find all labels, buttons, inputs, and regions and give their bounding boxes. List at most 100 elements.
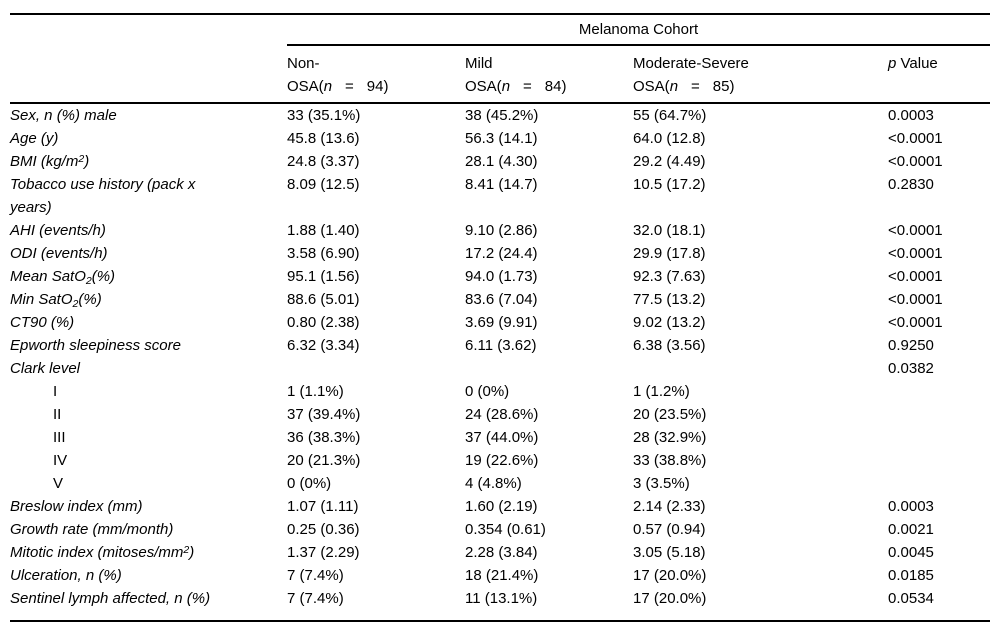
row-label-cell: BMI (kg/m2) bbox=[10, 153, 90, 170]
non-osa-value-cell: 95.1 (1.56) bbox=[287, 268, 360, 285]
n-symbol: n bbox=[323, 78, 333, 95]
non-osa-value-cell: 1.07 (1.11) bbox=[287, 498, 359, 515]
table-row: Sentinel lymph affected, n (%) 7 (7.4%) 11… bbox=[10, 587, 990, 610]
sample-count: 85) bbox=[712, 78, 735, 95]
p-value-cell: 0.9250 bbox=[888, 337, 934, 354]
table-row: Mitotic index (mitoses/mm2) 1.37 (2.29) 2.… bbox=[10, 541, 990, 564]
p-value-cell: <0.0001 bbox=[888, 314, 943, 331]
table-row: Min SatO2(%) 88.6 (5.01) 83.6 (7.04) 77.5 (… bbox=[10, 288, 990, 311]
row-label-cell: Breslow index (mm) bbox=[10, 498, 143, 515]
p-value-cell: <0.0001 bbox=[888, 153, 943, 170]
moderate-severe-value-cell: 17 (20.0%) bbox=[633, 567, 707, 584]
moderate-severe-value-cell: 92.3 (7.63) bbox=[633, 268, 706, 285]
moderate-severe-value-cell: 3.05 (5.18) bbox=[633, 544, 706, 561]
non-osa-value-cell: 1.88 (1.40) bbox=[287, 222, 360, 239]
moderate-severe-value-cell: 9.02 (13.2) bbox=[633, 314, 706, 331]
non-osa-value-cell: 6.32 (3.34) bbox=[287, 337, 360, 354]
table-row: I 1 (1.1%) 0 (0%) 1 (1.2%) bbox=[10, 380, 990, 403]
mild-osa-value-cell: 0.354 (0.61) bbox=[465, 521, 546, 538]
non-osa-value-cell: 37 (39.4%) bbox=[287, 406, 361, 423]
p-value-cell: 0.0003 bbox=[888, 498, 934, 515]
moderate-severe-value-cell: 3 (3.5%) bbox=[633, 475, 690, 492]
non-osa-value-cell: 33 (35.1%) bbox=[287, 107, 361, 124]
bottom-spacer-row bbox=[10, 610, 990, 621]
row-label-cell: ODI (events/h) bbox=[10, 245, 108, 262]
table-row: Ulceration, n (%) 7 (7.4%) 18 (21.4%) 17 (2… bbox=[10, 564, 990, 587]
p-value-cell: 0.0021 bbox=[888, 521, 934, 538]
p-value-cell bbox=[888, 472, 990, 495]
mild-osa-value-cell: 4 (4.8%) bbox=[465, 475, 522, 492]
p-value-cell bbox=[888, 403, 990, 426]
table-body: Sex, n (%) male 33 (35.1%) 38 (45.2%) 55 (6… bbox=[10, 103, 990, 610]
mild-osa-value-cell: 28.1 (4.30) bbox=[465, 153, 538, 170]
row-label-cell: Mean SatO2(%) bbox=[10, 268, 116, 287]
p-header-rest: Value bbox=[900, 55, 938, 72]
non-osa-value-cell: 0.80 (2.38) bbox=[287, 314, 360, 331]
table-row: CT90 (%) 0.80 (2.38) 3.69 (9.91) 9.02 (13.2… bbox=[10, 311, 990, 334]
table-header: Melanoma Cohort Non- OSA(n = 94) Mild OSA(… bbox=[10, 14, 991, 104]
non-osa-value-cell: 0.25 (0.36) bbox=[287, 521, 360, 538]
p-value-cell: 0.0185 bbox=[888, 567, 934, 584]
mild-osa-value-cell: 6.11 (3.62) bbox=[465, 337, 537, 354]
non-osa-value-cell: 1.37 (2.29) bbox=[287, 544, 360, 561]
row-label-cell: Sex, n (%) male bbox=[10, 107, 117, 124]
mild-osa-value-cell: 2.28 (3.84) bbox=[465, 544, 538, 561]
table-row: V 0 (0%) 4 (4.8%) 3 (3.5%) bbox=[10, 472, 990, 495]
equals-sign: = bbox=[345, 78, 354, 95]
mild-osa-value-cell: 0 (0%) bbox=[465, 383, 510, 400]
moderate-severe-value-cell: 2.14 (2.33) bbox=[633, 498, 706, 515]
non-osa-value-cell: 45.8 (13.6) bbox=[287, 130, 360, 147]
p-symbol: p bbox=[888, 55, 897, 72]
mild-osa-value-cell: 9.10 (2.86) bbox=[465, 222, 538, 239]
sample-count: 84) bbox=[544, 78, 567, 95]
row-label-cell: Clark level bbox=[10, 360, 81, 377]
non-osa-value-cell: 20 (21.3%) bbox=[287, 452, 361, 469]
col-header-moderate-severe-osa: Moderate-Severe OSA(n = 85) bbox=[633, 45, 888, 104]
non-osa-value-cell bbox=[287, 357, 465, 380]
col-header-line1: Moderate-Severe bbox=[633, 55, 749, 72]
row-label-cell: Epworth sleepiness score bbox=[10, 337, 181, 354]
p-value-cell: <0.0001 bbox=[888, 130, 943, 147]
table-row: III 36 (38.3%) 37 (44.0%) 28 (32.9%) bbox=[10, 426, 990, 449]
p-value-cell: 0.0534 bbox=[888, 590, 934, 607]
non-osa-value-cell: 7 (7.4%) bbox=[287, 567, 344, 584]
row-label-cell: Min SatO2(%) bbox=[10, 291, 102, 310]
table-row: Clark level 0.0382 bbox=[10, 357, 990, 380]
non-osa-value-cell: 1 (1.1%) bbox=[287, 383, 344, 400]
mild-osa-value-cell: 83.6 (7.04) bbox=[465, 291, 538, 308]
moderate-severe-value-cell: 32.0 (18.1) bbox=[633, 222, 706, 239]
mild-osa-value-cell: 8.41 (14.7) bbox=[465, 176, 538, 193]
n-symbol: n bbox=[501, 78, 511, 95]
p-value-cell bbox=[888, 449, 990, 472]
row-label-cell: Age (y) bbox=[10, 130, 59, 147]
table-row: Growth rate (mm/month) 0.25 (0.36) 0.354 (… bbox=[10, 518, 990, 541]
mild-osa-value-cell: 94.0 (1.73) bbox=[465, 268, 538, 285]
non-osa-value-cell: 88.6 (5.01) bbox=[287, 291, 360, 308]
melanoma-cohort-table: Melanoma Cohort Non- OSA(n = 94) Mild OSA(… bbox=[10, 13, 991, 622]
row-label-cell: Mitotic index (mitoses/mm2) bbox=[10, 544, 195, 561]
row-label-cell: Ulceration, n (%) bbox=[10, 567, 122, 584]
p-value-cell: <0.0001 bbox=[888, 245, 943, 262]
equals-sign: = bbox=[691, 78, 700, 95]
moderate-severe-value-cell: 20 (23.5%) bbox=[633, 406, 707, 423]
moderate-severe-value-cell: 64.0 (12.8) bbox=[633, 130, 706, 147]
mild-osa-value-cell: 24 (28.6%) bbox=[465, 406, 539, 423]
col-header-mild-osa: Mild OSA(n = 84) bbox=[465, 45, 633, 104]
mild-osa-value-cell bbox=[465, 357, 633, 380]
moderate-severe-value-cell: 10.5 (17.2) bbox=[633, 176, 706, 193]
table-row: Sex, n (%) male 33 (35.1%) 38 (45.2%) 55 (6… bbox=[10, 103, 990, 127]
col-header-osa-prefix: OSA( bbox=[287, 78, 324, 95]
mild-osa-value-cell: 11 (13.1%) bbox=[465, 590, 538, 607]
table-row: II 37 (39.4%) 24 (28.6%) 20 (23.5%) bbox=[10, 403, 990, 426]
table-row: Mean SatO2(%) 95.1 (1.56) 94.0 (1.73) 92.3 … bbox=[10, 265, 990, 288]
non-osa-value-cell: 8.09 (12.5) bbox=[287, 176, 360, 193]
moderate-severe-value-cell: 6.38 (3.56) bbox=[633, 337, 706, 354]
col-header-osa-prefix: OSA( bbox=[633, 78, 670, 95]
moderate-severe-value-cell: 77.5 (13.2) bbox=[633, 291, 706, 308]
non-osa-value-cell: 7 (7.4%) bbox=[287, 590, 344, 607]
table-row: Epworth sleepiness score 6.32 (3.34) 6.11 … bbox=[10, 334, 990, 357]
table-row: Breslow index (mm) 1.07 (1.11) 1.60 (2.19)… bbox=[10, 495, 990, 518]
col-header-non-osa: Non- OSA(n = 94) bbox=[287, 45, 465, 104]
non-osa-value-cell: 0 (0%) bbox=[287, 475, 332, 492]
table-row: Age (y) 45.8 (13.6) 56.3 (14.1) 64.0 (12.8)… bbox=[10, 127, 990, 150]
